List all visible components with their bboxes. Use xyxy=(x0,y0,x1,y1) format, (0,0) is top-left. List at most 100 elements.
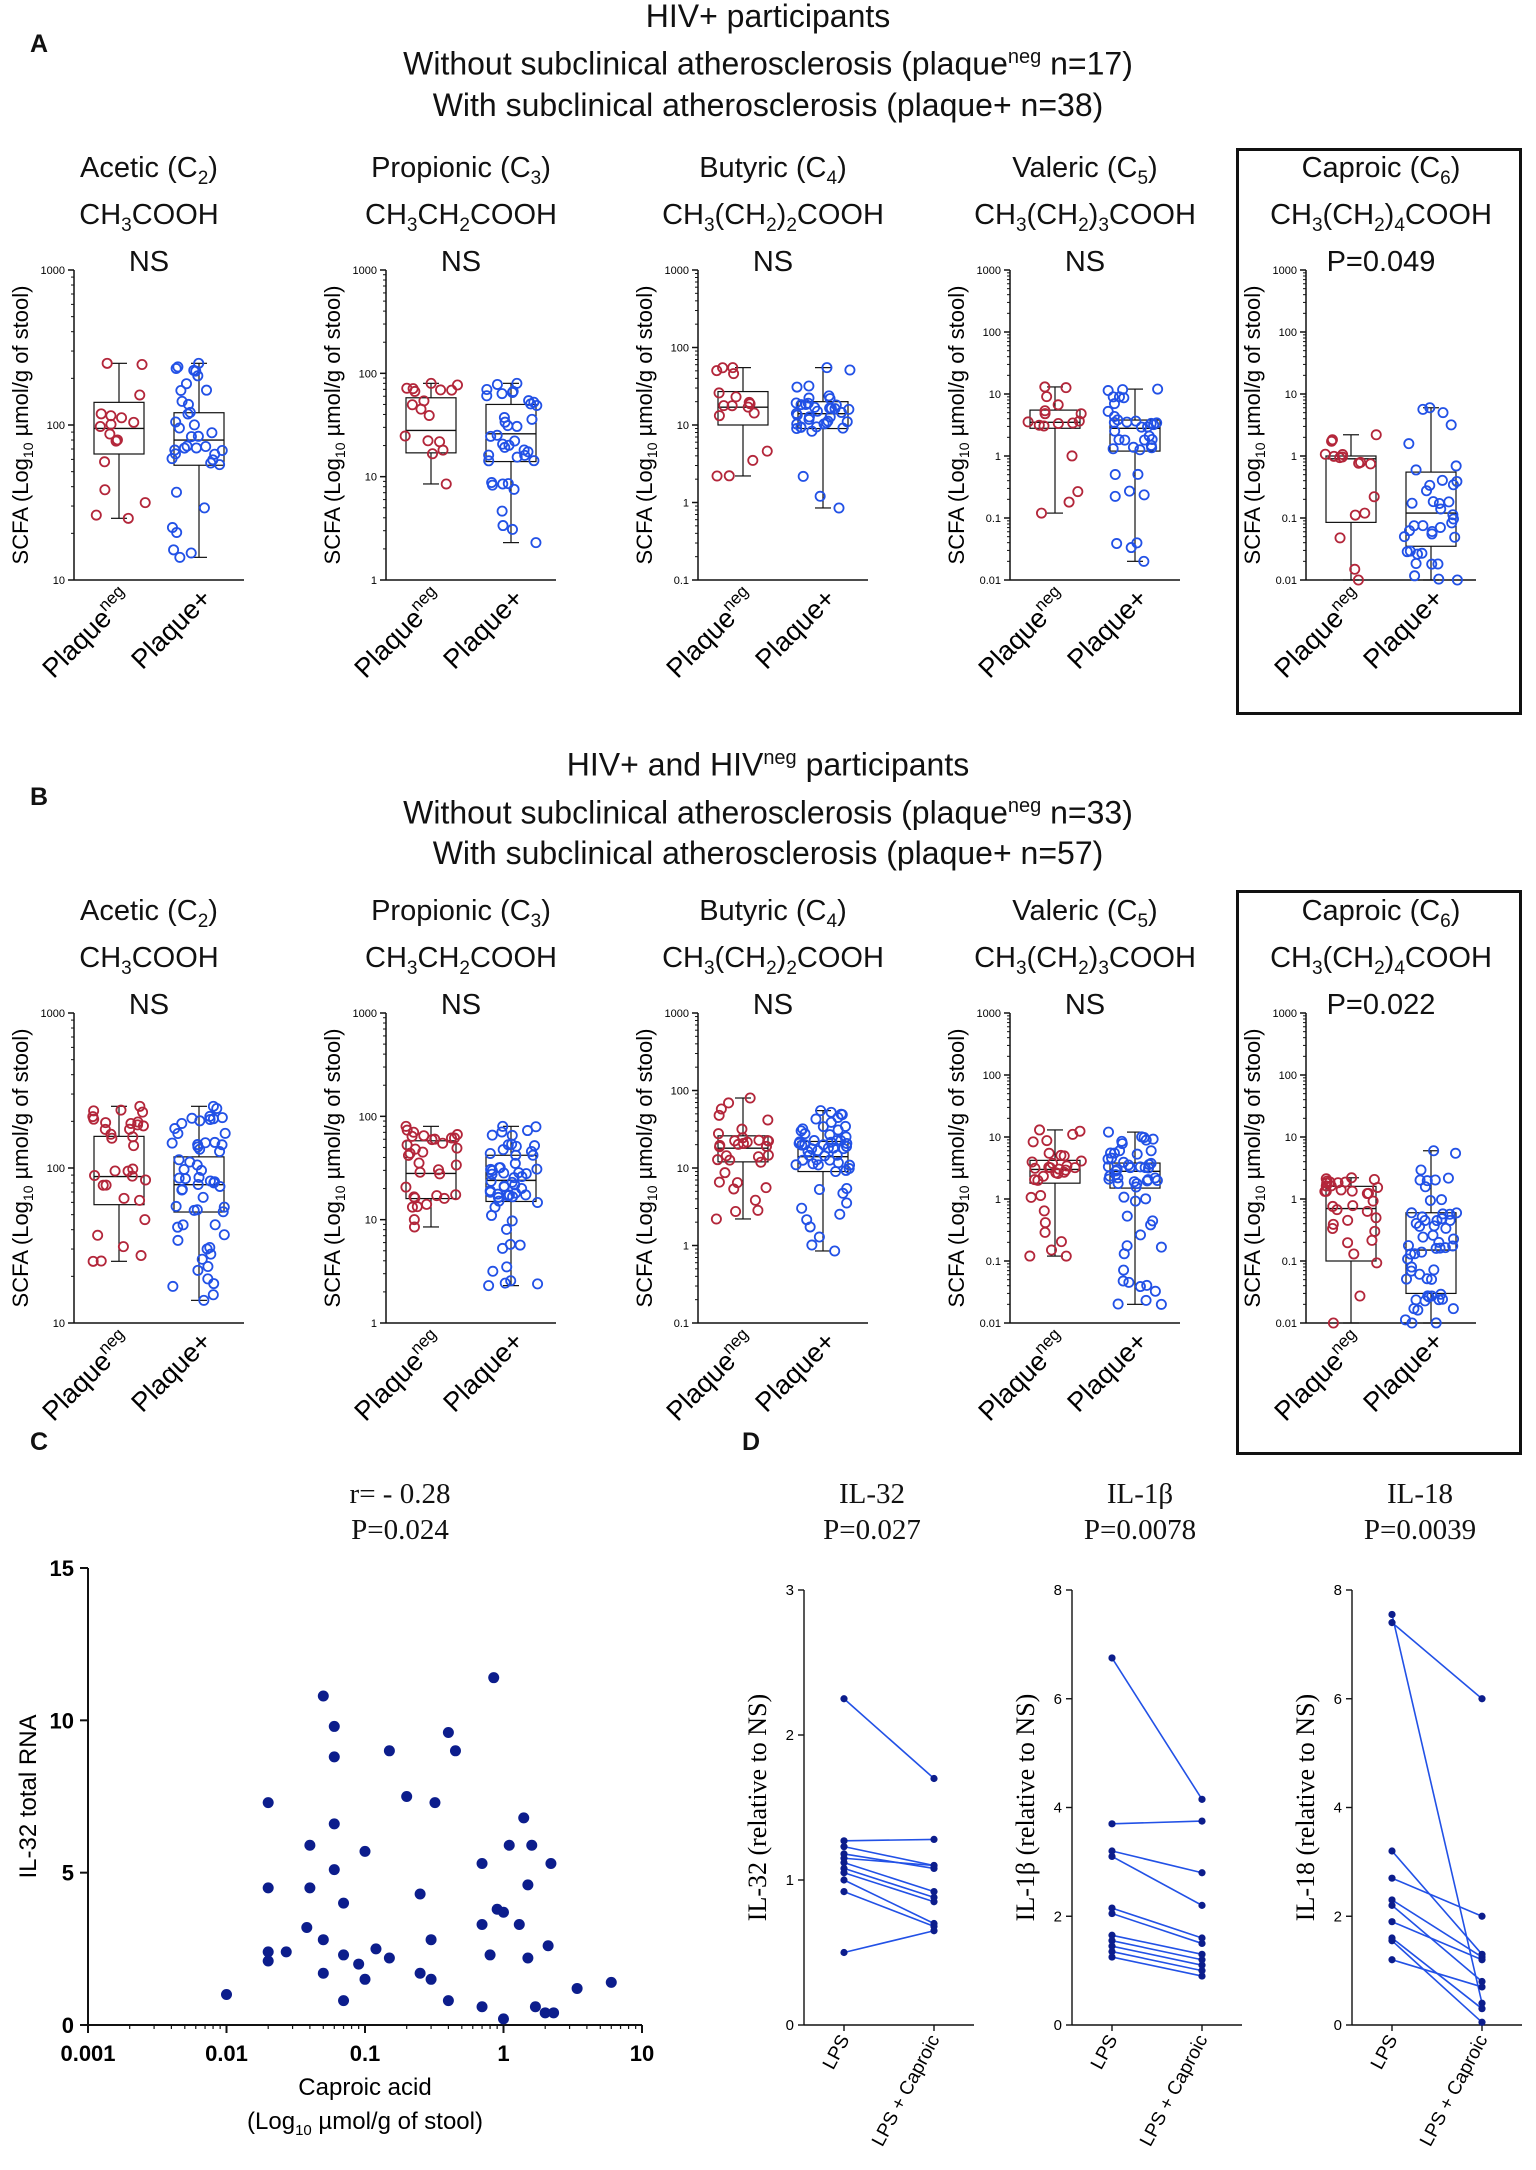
section-b-header-line2: Without subclinical atherosclerosis (pla… xyxy=(403,794,1133,831)
data-point xyxy=(1117,384,1129,396)
data-point xyxy=(1128,1176,1140,1188)
pair-point-lps xyxy=(1388,1918,1396,1926)
data-point xyxy=(408,1214,420,1226)
data-point xyxy=(418,1130,430,1142)
data-point xyxy=(186,1112,198,1124)
data-point xyxy=(1043,1147,1055,1159)
pair-line xyxy=(843,1698,935,1780)
y-tick-label: 0.01 xyxy=(980,1318,1001,1330)
pair-point-lps-caproic xyxy=(1478,2005,1486,2013)
data-point xyxy=(1433,1236,1445,1248)
data-point xyxy=(1431,1215,1443,1227)
data-point xyxy=(730,391,742,403)
data-point xyxy=(795,399,807,411)
data-point xyxy=(211,1102,223,1114)
data-point xyxy=(185,547,197,559)
boxplot-svg: 10 100 1000 SCFA (Log10 µmol/g of stool) Pla… xyxy=(8,265,244,684)
x-category-label-lps-caproic: LPS + Caproic xyxy=(1136,2031,1212,2150)
pair-point-lps xyxy=(840,1876,848,1884)
data-point xyxy=(122,512,134,524)
scatter-point xyxy=(401,1791,413,1802)
data-point xyxy=(528,455,540,467)
data-point xyxy=(1362,1187,1374,1199)
data-point xyxy=(1032,1174,1044,1186)
data-point xyxy=(134,389,146,401)
data-point xyxy=(1412,1304,1424,1316)
data-point xyxy=(1339,1176,1351,1188)
pair-line xyxy=(1391,1899,1483,1958)
y-tick-label: 10 xyxy=(989,1132,1001,1144)
data-point xyxy=(486,1168,498,1180)
data-point xyxy=(717,362,729,374)
pair-point-lps-caproic xyxy=(1198,1956,1206,1964)
data-point xyxy=(408,1221,420,1233)
y-tick-label: 10 xyxy=(53,575,65,587)
scatter-point xyxy=(498,2013,509,2025)
p-value-label: P=0.0078 xyxy=(1083,1514,1197,1546)
data-point xyxy=(487,1265,499,1277)
data-point xyxy=(1426,558,1438,570)
data-point xyxy=(185,431,197,443)
cytokine-name: IL-32 xyxy=(838,1478,906,1510)
data-point xyxy=(824,1154,836,1166)
data-point xyxy=(1073,415,1085,427)
x-category-label-lps: LPS xyxy=(1087,2031,1122,2073)
scatter-point xyxy=(605,1976,617,1988)
data-point xyxy=(1427,496,1439,508)
data-point xyxy=(184,406,196,418)
pair-point-lps xyxy=(1388,1937,1396,1945)
data-point xyxy=(1123,485,1135,497)
data-point xyxy=(1149,1285,1161,1297)
pair-point-lps-caproic xyxy=(1478,1977,1486,1986)
y-tick-label: 10 xyxy=(50,1708,74,1733)
data-point xyxy=(1038,420,1050,432)
data-point xyxy=(1415,1164,1427,1176)
scatter-point xyxy=(518,1812,530,1824)
scatter-point xyxy=(542,1940,554,1952)
scatter-point xyxy=(442,1727,454,1739)
data-point xyxy=(791,381,803,393)
y-tick-label: 3 xyxy=(786,1582,794,1599)
data-point xyxy=(198,1294,210,1306)
data-point xyxy=(1140,1193,1152,1205)
data-point xyxy=(105,410,117,422)
data-point xyxy=(209,1219,221,1231)
p-value-label: NS xyxy=(440,245,482,278)
pair-line xyxy=(1111,1950,1203,1972)
scatter-point xyxy=(304,1839,316,1851)
pair-point-lps-caproic xyxy=(930,1927,938,1935)
x-tick-label: 0.001 xyxy=(60,2041,115,2066)
data-point xyxy=(99,484,111,496)
data-point xyxy=(1347,1200,1359,1212)
data-point xyxy=(117,1241,129,1253)
data-point xyxy=(1416,547,1428,559)
data-point xyxy=(192,1178,204,1190)
data-point xyxy=(530,1121,542,1133)
pair-line xyxy=(1111,1850,1203,1874)
data-point xyxy=(1121,1210,1133,1222)
y-tick-label: 100 xyxy=(983,1070,1001,1082)
y-tick-label: 0 xyxy=(1334,2017,1342,2034)
data-point xyxy=(176,1183,188,1195)
data-point xyxy=(1151,417,1163,429)
data-point xyxy=(1410,558,1422,570)
data-point xyxy=(497,438,509,450)
data-point xyxy=(1370,429,1382,441)
scatter-point xyxy=(414,1888,426,1900)
data-point xyxy=(510,1140,522,1152)
pair-point-lps xyxy=(1388,1847,1396,1855)
pair-point-lps-caproic xyxy=(1478,1695,1486,1703)
data-point xyxy=(434,436,446,448)
pair-line xyxy=(843,1845,935,1867)
data-point xyxy=(92,1229,104,1241)
x-category-label-plaqueneg: Plaqueneg xyxy=(347,1325,449,1427)
y-tick-label: 0 xyxy=(62,2013,74,2038)
data-point xyxy=(166,1137,178,1149)
y-tick-label: 100 xyxy=(47,420,65,432)
data-point xyxy=(1398,531,1410,543)
data-point xyxy=(496,388,508,400)
section-b-header-line1: HIV+ and HIVneg participants xyxy=(566,746,970,783)
data-point xyxy=(170,1200,182,1212)
boxplot-svg: 1 10 100 1000 SCFA (Log10 µmol/g of stool) Pl… xyxy=(320,1008,556,1427)
data-point xyxy=(1428,1145,1440,1157)
